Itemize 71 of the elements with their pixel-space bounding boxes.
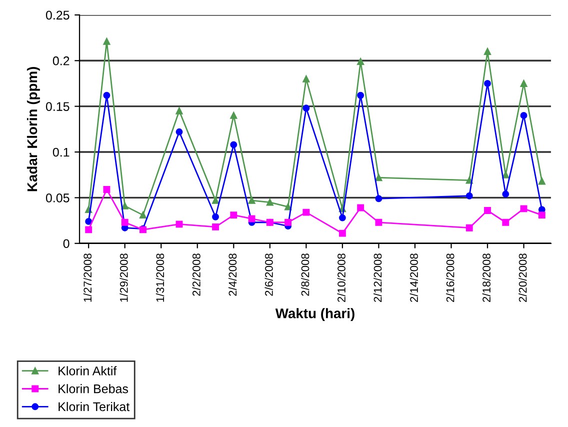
point: [302, 104, 310, 112]
point: [466, 176, 473, 184]
x-tick-label: 1/29/2008: [120, 254, 128, 302]
x-tick-label: 2/16/2008: [446, 254, 454, 302]
point: [302, 208, 310, 216]
point: [357, 92, 364, 99]
point: [375, 195, 382, 202]
y-axis-title: Kadar Klorin (ppm): [26, 66, 40, 192]
point: [230, 212, 238, 219]
point: [266, 198, 274, 206]
point: [338, 230, 346, 237]
point: [230, 112, 238, 119]
y-tick-label: 0.05: [46, 194, 70, 202]
point: [502, 190, 510, 198]
point: [212, 223, 219, 230]
point: [103, 38, 110, 45]
point: [248, 196, 256, 204]
point: [338, 214, 346, 222]
point: [230, 141, 238, 148]
point: [176, 107, 183, 114]
point: [466, 224, 473, 232]
legend-label: Klorin Bebas: [58, 384, 128, 394]
point: [466, 192, 473, 200]
point: [176, 220, 183, 228]
y-tick-label: 0.25: [46, 10, 70, 20]
x-tick-label: 2/18/2008: [482, 254, 490, 302]
point: [375, 174, 382, 182]
legend-label: Klorin Aktif: [58, 366, 117, 376]
point: [302, 75, 310, 82]
x-tick-label: 1/27/2008: [83, 254, 92, 302]
point: [121, 202, 128, 210]
point: [176, 128, 183, 136]
point: [357, 204, 364, 212]
point: [538, 178, 546, 185]
point: [103, 92, 110, 99]
legend-label: Klorin Terikat: [58, 402, 130, 412]
y-tick-label: 0: [63, 239, 70, 248]
point: [520, 205, 528, 212]
x-tick-label: 2/2/2008: [192, 254, 200, 296]
point: [484, 207, 491, 214]
x-axis-title: Waktu (hari): [275, 308, 354, 322]
point: [484, 80, 491, 87]
x-tick-label: 2/8/2008: [300, 254, 310, 296]
x-tick-label: 2/20/2008: [518, 254, 527, 302]
point: [212, 196, 219, 204]
point: [284, 218, 292, 226]
point: [85, 218, 92, 225]
point: [85, 226, 92, 234]
point: [538, 212, 546, 219]
point: [357, 58, 364, 66]
point: [284, 203, 292, 210]
x-tick-label: 1/31/2008: [156, 254, 164, 302]
point: [502, 218, 510, 226]
point: [103, 186, 110, 193]
x-tick-label: 2/10/2008: [337, 254, 346, 302]
y-tick-label: 0.15: [46, 102, 70, 111]
point: [375, 218, 382, 226]
y-tick-label: 0.1: [52, 148, 70, 157]
x-tick-label: 2/6/2008: [264, 254, 273, 296]
point: [520, 80, 528, 87]
x-tick-label: 2/12/2008: [374, 254, 382, 302]
point: [140, 212, 146, 219]
x-tick-label: 2/14/2008: [410, 254, 418, 302]
point: [248, 215, 256, 222]
point: [502, 171, 510, 178]
point: [212, 213, 219, 220]
point: [484, 48, 491, 55]
y-tick-label: 0.2: [52, 56, 70, 66]
point: [520, 112, 528, 119]
x-tick-label: 2/4/2008: [228, 254, 237, 296]
point: [121, 218, 128, 226]
